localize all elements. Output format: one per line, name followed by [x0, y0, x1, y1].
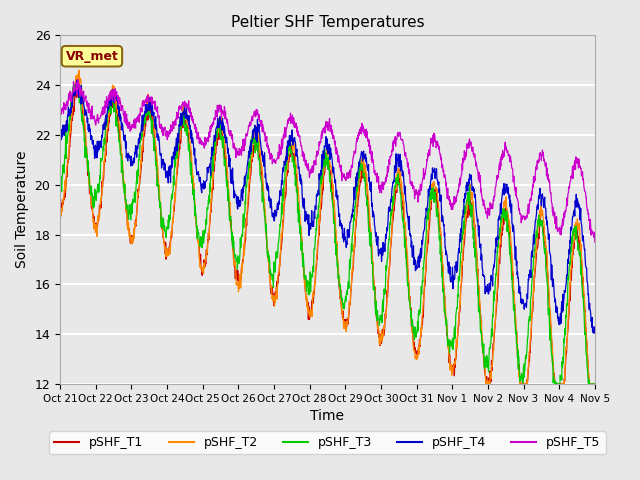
pSHF_T4	[175, 123, 183, 129]
pSHF_T1	[528, 312, 536, 318]
Line: pSHF_T5: pSHF_T5	[60, 80, 595, 242]
Line: pSHF_T4: pSHF_T4	[60, 80, 595, 333]
pSHF_T5	[163, 132, 170, 138]
pSHF_T3	[591, 381, 598, 387]
pSHF_T1	[175, 144, 183, 150]
pSHF_T1	[411, 348, 419, 353]
pSHF_T5	[481, 202, 488, 207]
pSHF_T4	[73, 77, 81, 83]
pSHF_T3	[56, 191, 64, 197]
pSHF_T4	[528, 248, 536, 254]
Line: pSHF_T2: pSHF_T2	[60, 70, 595, 384]
Text: VR_met: VR_met	[65, 50, 118, 63]
pSHF_T5	[175, 107, 183, 112]
Line: pSHF_T1: pSHF_T1	[60, 86, 595, 384]
pSHF_T1	[481, 366, 488, 372]
pSHF_T3	[236, 260, 243, 265]
Y-axis label: Soil Temperature: Soil Temperature	[15, 151, 29, 268]
Title: Peltier SHF Temperatures: Peltier SHF Temperatures	[230, 15, 424, 30]
pSHF_T5	[591, 239, 598, 245]
pSHF_T2	[591, 381, 598, 387]
pSHF_T4	[591, 324, 598, 330]
pSHF_T4	[56, 132, 64, 138]
pSHF_T5	[528, 189, 536, 195]
pSHF_T1	[56, 205, 64, 211]
pSHF_T4	[163, 172, 170, 178]
pSHF_T1	[236, 285, 243, 291]
pSHF_T1	[163, 251, 170, 256]
pSHF_T5	[74, 77, 82, 83]
pSHF_T2	[236, 285, 243, 291]
pSHF_T2	[528, 314, 536, 320]
pSHF_T4	[236, 204, 243, 209]
pSHF_T2	[76, 67, 83, 73]
pSHF_T1	[483, 381, 490, 387]
pSHF_T3	[175, 126, 183, 132]
Legend: pSHF_T1, pSHF_T2, pSHF_T3, pSHF_T4, pSHF_T5: pSHF_T1, pSHF_T2, pSHF_T3, pSHF_T4, pSHF…	[49, 432, 605, 455]
pSHF_T2	[481, 365, 488, 371]
pSHF_T5	[236, 146, 243, 152]
pSHF_T5	[56, 107, 64, 113]
pSHF_T3	[528, 282, 536, 288]
pSHF_T3	[74, 82, 82, 87]
pSHF_T1	[74, 84, 81, 89]
pSHF_T2	[56, 207, 64, 213]
pSHF_T2	[163, 254, 170, 260]
pSHF_T4	[591, 330, 598, 336]
pSHF_T3	[551, 381, 559, 387]
pSHF_T3	[163, 228, 170, 233]
X-axis label: Time: Time	[310, 409, 344, 423]
pSHF_T4	[411, 261, 419, 267]
pSHF_T5	[411, 196, 419, 202]
Line: pSHF_T3: pSHF_T3	[60, 84, 595, 384]
pSHF_T2	[482, 381, 490, 387]
pSHF_T3	[411, 335, 419, 341]
pSHF_T1	[591, 381, 598, 387]
pSHF_T2	[411, 348, 419, 354]
pSHF_T2	[175, 135, 183, 141]
pSHF_T4	[481, 273, 488, 279]
pSHF_T3	[481, 365, 488, 371]
